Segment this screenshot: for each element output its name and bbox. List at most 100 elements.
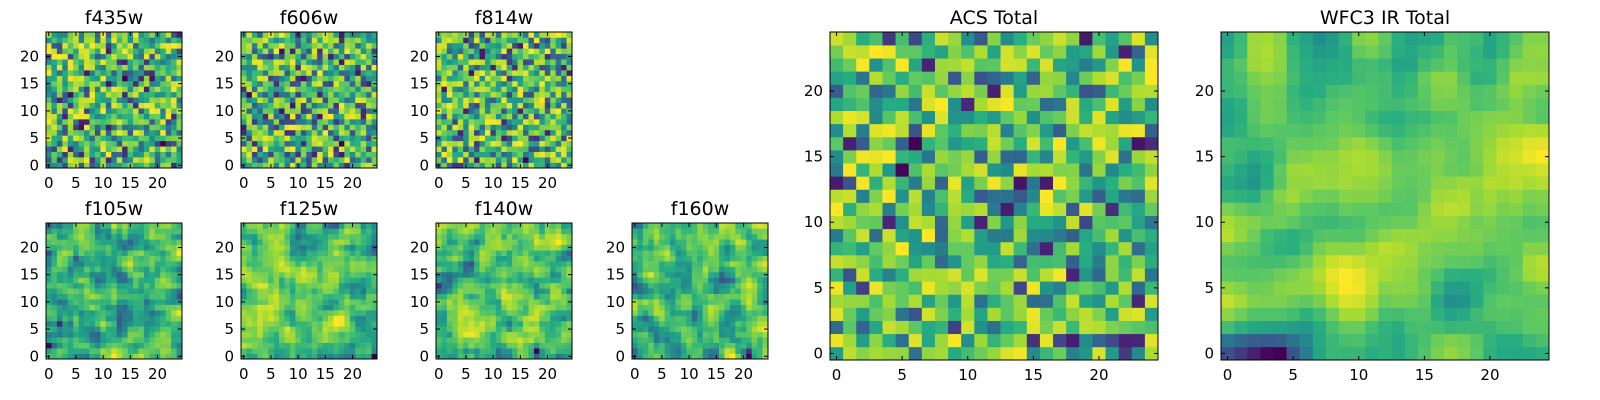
- heatmap-cell: [289, 244, 296, 251]
- heatmap-cell: [452, 102, 459, 109]
- heatmap-cell: [762, 304, 769, 311]
- heatmap-cell: [133, 59, 139, 65]
- heatmap-cell: [67, 135, 74, 142]
- heatmap-cell: [62, 342, 69, 349]
- heatmap-cell: [344, 315, 351, 322]
- heatmap-cell: [300, 140, 307, 147]
- heatmap-cell: [360, 32, 367, 38]
- heatmap-cell: [333, 157, 340, 163]
- heatmap-cell: [116, 255, 123, 262]
- heatmap-cell: [89, 304, 96, 311]
- heatmap-cell: [84, 42, 90, 49]
- heatmap-cell: [311, 304, 318, 311]
- heatmap-cell: [436, 151, 442, 158]
- heatmap-cell: [908, 307, 923, 321]
- heatmap-cell: [463, 326, 469, 333]
- heatmap-cell: [550, 37, 556, 44]
- heatmap-cell: [94, 53, 101, 60]
- heatmap-cell: [360, 299, 367, 305]
- heatmap-cell: [1105, 320, 1119, 335]
- heatmap-cell: [262, 250, 269, 256]
- heatmap-cell: [306, 223, 313, 229]
- heatmap-cell: [528, 293, 535, 300]
- heatmap-cell: [474, 342, 480, 349]
- heatmap-cell: [328, 337, 334, 343]
- heatmap-cell: [295, 53, 302, 60]
- heatmap-cell: [251, 108, 258, 114]
- heatmap-cell: [566, 102, 573, 109]
- heatmap-cell: [268, 91, 274, 98]
- heatmap-cell: [306, 119, 313, 125]
- heatmap-cell: [517, 151, 524, 158]
- heatmap-cell: [73, 282, 79, 289]
- heatmap-cell: [127, 108, 134, 114]
- heatmap-cell: [719, 282, 725, 289]
- heatmap-cell: [512, 146, 518, 152]
- heatmap-cell: [495, 282, 502, 289]
- heatmap-cell: [757, 223, 763, 229]
- heatmap-cell: [729, 233, 736, 240]
- heatmap-cell: [105, 37, 112, 44]
- heatmap-cell: [355, 261, 361, 267]
- heatmap-cell: [311, 337, 318, 343]
- heatmap-cell: [539, 255, 546, 262]
- heatmap-cell: [533, 282, 540, 289]
- heatmap-cell: [78, 119, 85, 125]
- heatmap-cell: [165, 124, 172, 131]
- heatmap-cell: [311, 326, 318, 333]
- heatmap-cell: [463, 315, 469, 322]
- heatmap-cell: [869, 255, 883, 269]
- heatmap-cell: [561, 42, 567, 49]
- heatmap-cell: [746, 271, 752, 278]
- heatmap-cell: [751, 277, 758, 284]
- heatmap-cell: [311, 119, 318, 125]
- heatmap-cell: [719, 320, 725, 327]
- heatmap-cell: [306, 151, 313, 158]
- heatmap-cell: [512, 244, 518, 251]
- heatmap-cell: [729, 239, 736, 246]
- heatmap-cell: [67, 228, 74, 235]
- heatmap-cell: [495, 80, 502, 87]
- heatmap-cell: [533, 342, 540, 349]
- heatmap-cell: [67, 86, 74, 93]
- heatmap-cell: [974, 189, 988, 203]
- heatmap-cell: [273, 157, 280, 163]
- heatmap-cell: [116, 124, 123, 131]
- heatmap-cell: [566, 315, 573, 322]
- heatmap-cell: [436, 119, 442, 125]
- heatmap-cell: [289, 157, 296, 163]
- heatmap-cell: [105, 239, 112, 246]
- heatmap-cell: [111, 288, 118, 295]
- heatmap-cell: [89, 320, 96, 327]
- heatmap-cell: [566, 48, 573, 55]
- heatmap-cell: [133, 277, 139, 284]
- heatmap-cell: [344, 250, 351, 256]
- heatmap-cell: [84, 86, 90, 93]
- heatmap-cell: [680, 277, 687, 284]
- heatmap-cell: [1144, 176, 1159, 190]
- heatmap-cell: [127, 70, 134, 76]
- heatmap-cell: [46, 70, 52, 76]
- heatmap-cell: [122, 59, 128, 65]
- heatmap-cell: [89, 37, 96, 44]
- heatmap-cell: [702, 288, 709, 295]
- heatmap-cell: [67, 320, 74, 327]
- heatmap-cell: [344, 157, 351, 163]
- heatmap-cell: [149, 97, 156, 104]
- heatmap-cell: [729, 228, 736, 235]
- heatmap-cell: [344, 124, 351, 131]
- heatmap-cell: [78, 228, 85, 235]
- heatmap-cell: [143, 64, 150, 71]
- heatmap-cell: [116, 146, 123, 152]
- heatmap-cell: [133, 135, 139, 142]
- heatmap-cell: [262, 75, 269, 82]
- heatmap-cell: [89, 348, 96, 354]
- heatmap-cell: [143, 157, 150, 163]
- heatmap-cell: [105, 282, 112, 289]
- heatmap-cell: [133, 320, 139, 327]
- heatmap-cell: [62, 64, 69, 71]
- heatmap-cell: [116, 37, 123, 44]
- heatmap-cell: [127, 157, 134, 163]
- heatmap-cell: [279, 250, 285, 256]
